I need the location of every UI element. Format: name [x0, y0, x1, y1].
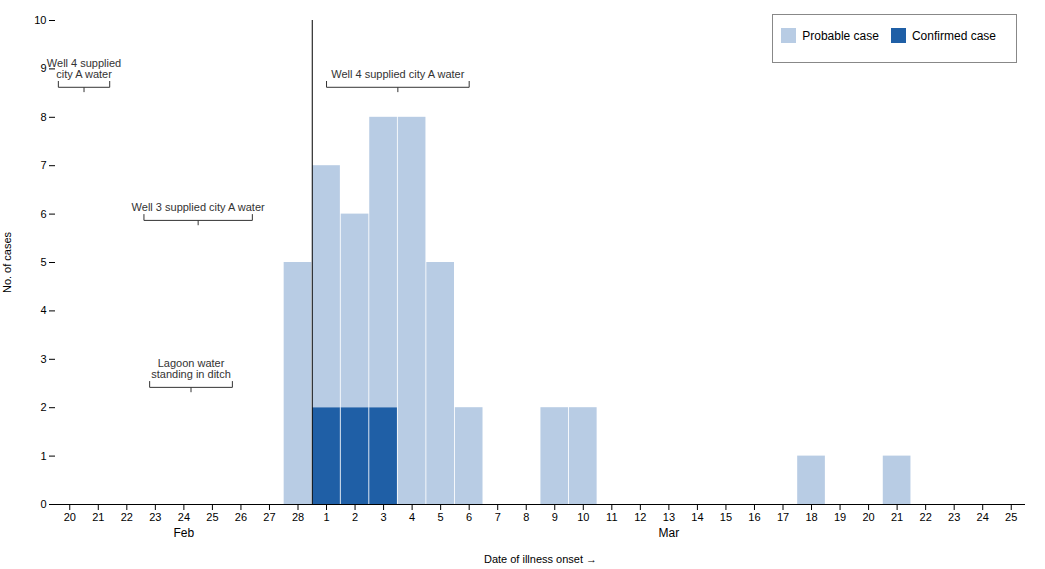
svg-text:6: 6: [40, 208, 46, 220]
svg-text:3: 3: [381, 511, 387, 523]
svg-text:20: 20: [64, 511, 76, 523]
html-text:Probable case: Probable case: [802, 28, 879, 43]
svg-text:11: 11: [606, 511, 617, 523]
svg-text:8: 8: [523, 511, 529, 523]
svg-text:18: 18: [805, 511, 817, 523]
svg-text:21: 21: [891, 511, 903, 523]
svg-text:15: 15: [720, 511, 732, 523]
svg-text:Well 4 supplied city A water: Well 4 supplied city A water: [331, 68, 464, 80]
svg-text:4: 4: [409, 511, 415, 523]
svg-text:23: 23: [149, 511, 161, 523]
svg-text:No. of cases: No. of cases: [1, 231, 13, 293]
svg-text:Feb: Feb: [174, 526, 195, 540]
svg-text:1: 1: [40, 450, 46, 462]
svg-text:14: 14: [691, 511, 703, 523]
svg-text:10: 10: [577, 511, 589, 523]
svg-text:9: 9: [40, 62, 46, 74]
svg-text:19: 19: [834, 511, 846, 523]
svg-text:Date of illness onset →: Date of illness onset →: [484, 553, 597, 565]
svg-text:7: 7: [495, 511, 501, 523]
svg-text:0: 0: [40, 498, 46, 510]
svg-text:20: 20: [862, 511, 874, 523]
svg-text:17: 17: [777, 511, 789, 523]
svg-text:4: 4: [40, 304, 46, 316]
svg-text:24: 24: [977, 511, 989, 523]
html-text:Confirmed case: Confirmed case: [912, 28, 996, 43]
svg-text:8: 8: [40, 111, 46, 123]
svg-text:2: 2: [352, 511, 358, 523]
svg-text:5: 5: [40, 256, 46, 268]
svg-text:26: 26: [235, 511, 247, 523]
svg-text:7: 7: [40, 159, 46, 171]
svg-text:Lagoon waterstanding in ditch: Lagoon waterstanding in ditch: [151, 357, 231, 380]
svg-text:10: 10: [34, 14, 46, 26]
svg-text:27: 27: [263, 511, 275, 523]
svg-text:23: 23: [948, 511, 960, 523]
svg-text:3: 3: [40, 353, 46, 365]
svg-text:21: 21: [92, 511, 104, 523]
svg-text:Mar: Mar: [659, 526, 680, 540]
svg-text:25: 25: [1005, 511, 1017, 523]
svg-text:16: 16: [748, 511, 760, 523]
svg-text:2: 2: [40, 401, 46, 413]
svg-text:13: 13: [663, 511, 675, 523]
svg-text:1: 1: [323, 511, 329, 523]
svg-text:24: 24: [178, 511, 190, 523]
svg-text:9: 9: [552, 511, 558, 523]
svg-text:5: 5: [438, 511, 444, 523]
svg-text:Well 4 suppliedcity A water: Well 4 suppliedcity A water: [47, 57, 121, 80]
svg-text:6: 6: [466, 511, 472, 523]
svg-text:28: 28: [292, 511, 304, 523]
svg-text:Well 3 supplied city A water: Well 3 supplied city A water: [132, 201, 265, 213]
svg-text:22: 22: [121, 511, 133, 523]
svg-text:22: 22: [920, 511, 932, 523]
svg-text:25: 25: [206, 511, 218, 523]
svg-text:12: 12: [634, 511, 646, 523]
